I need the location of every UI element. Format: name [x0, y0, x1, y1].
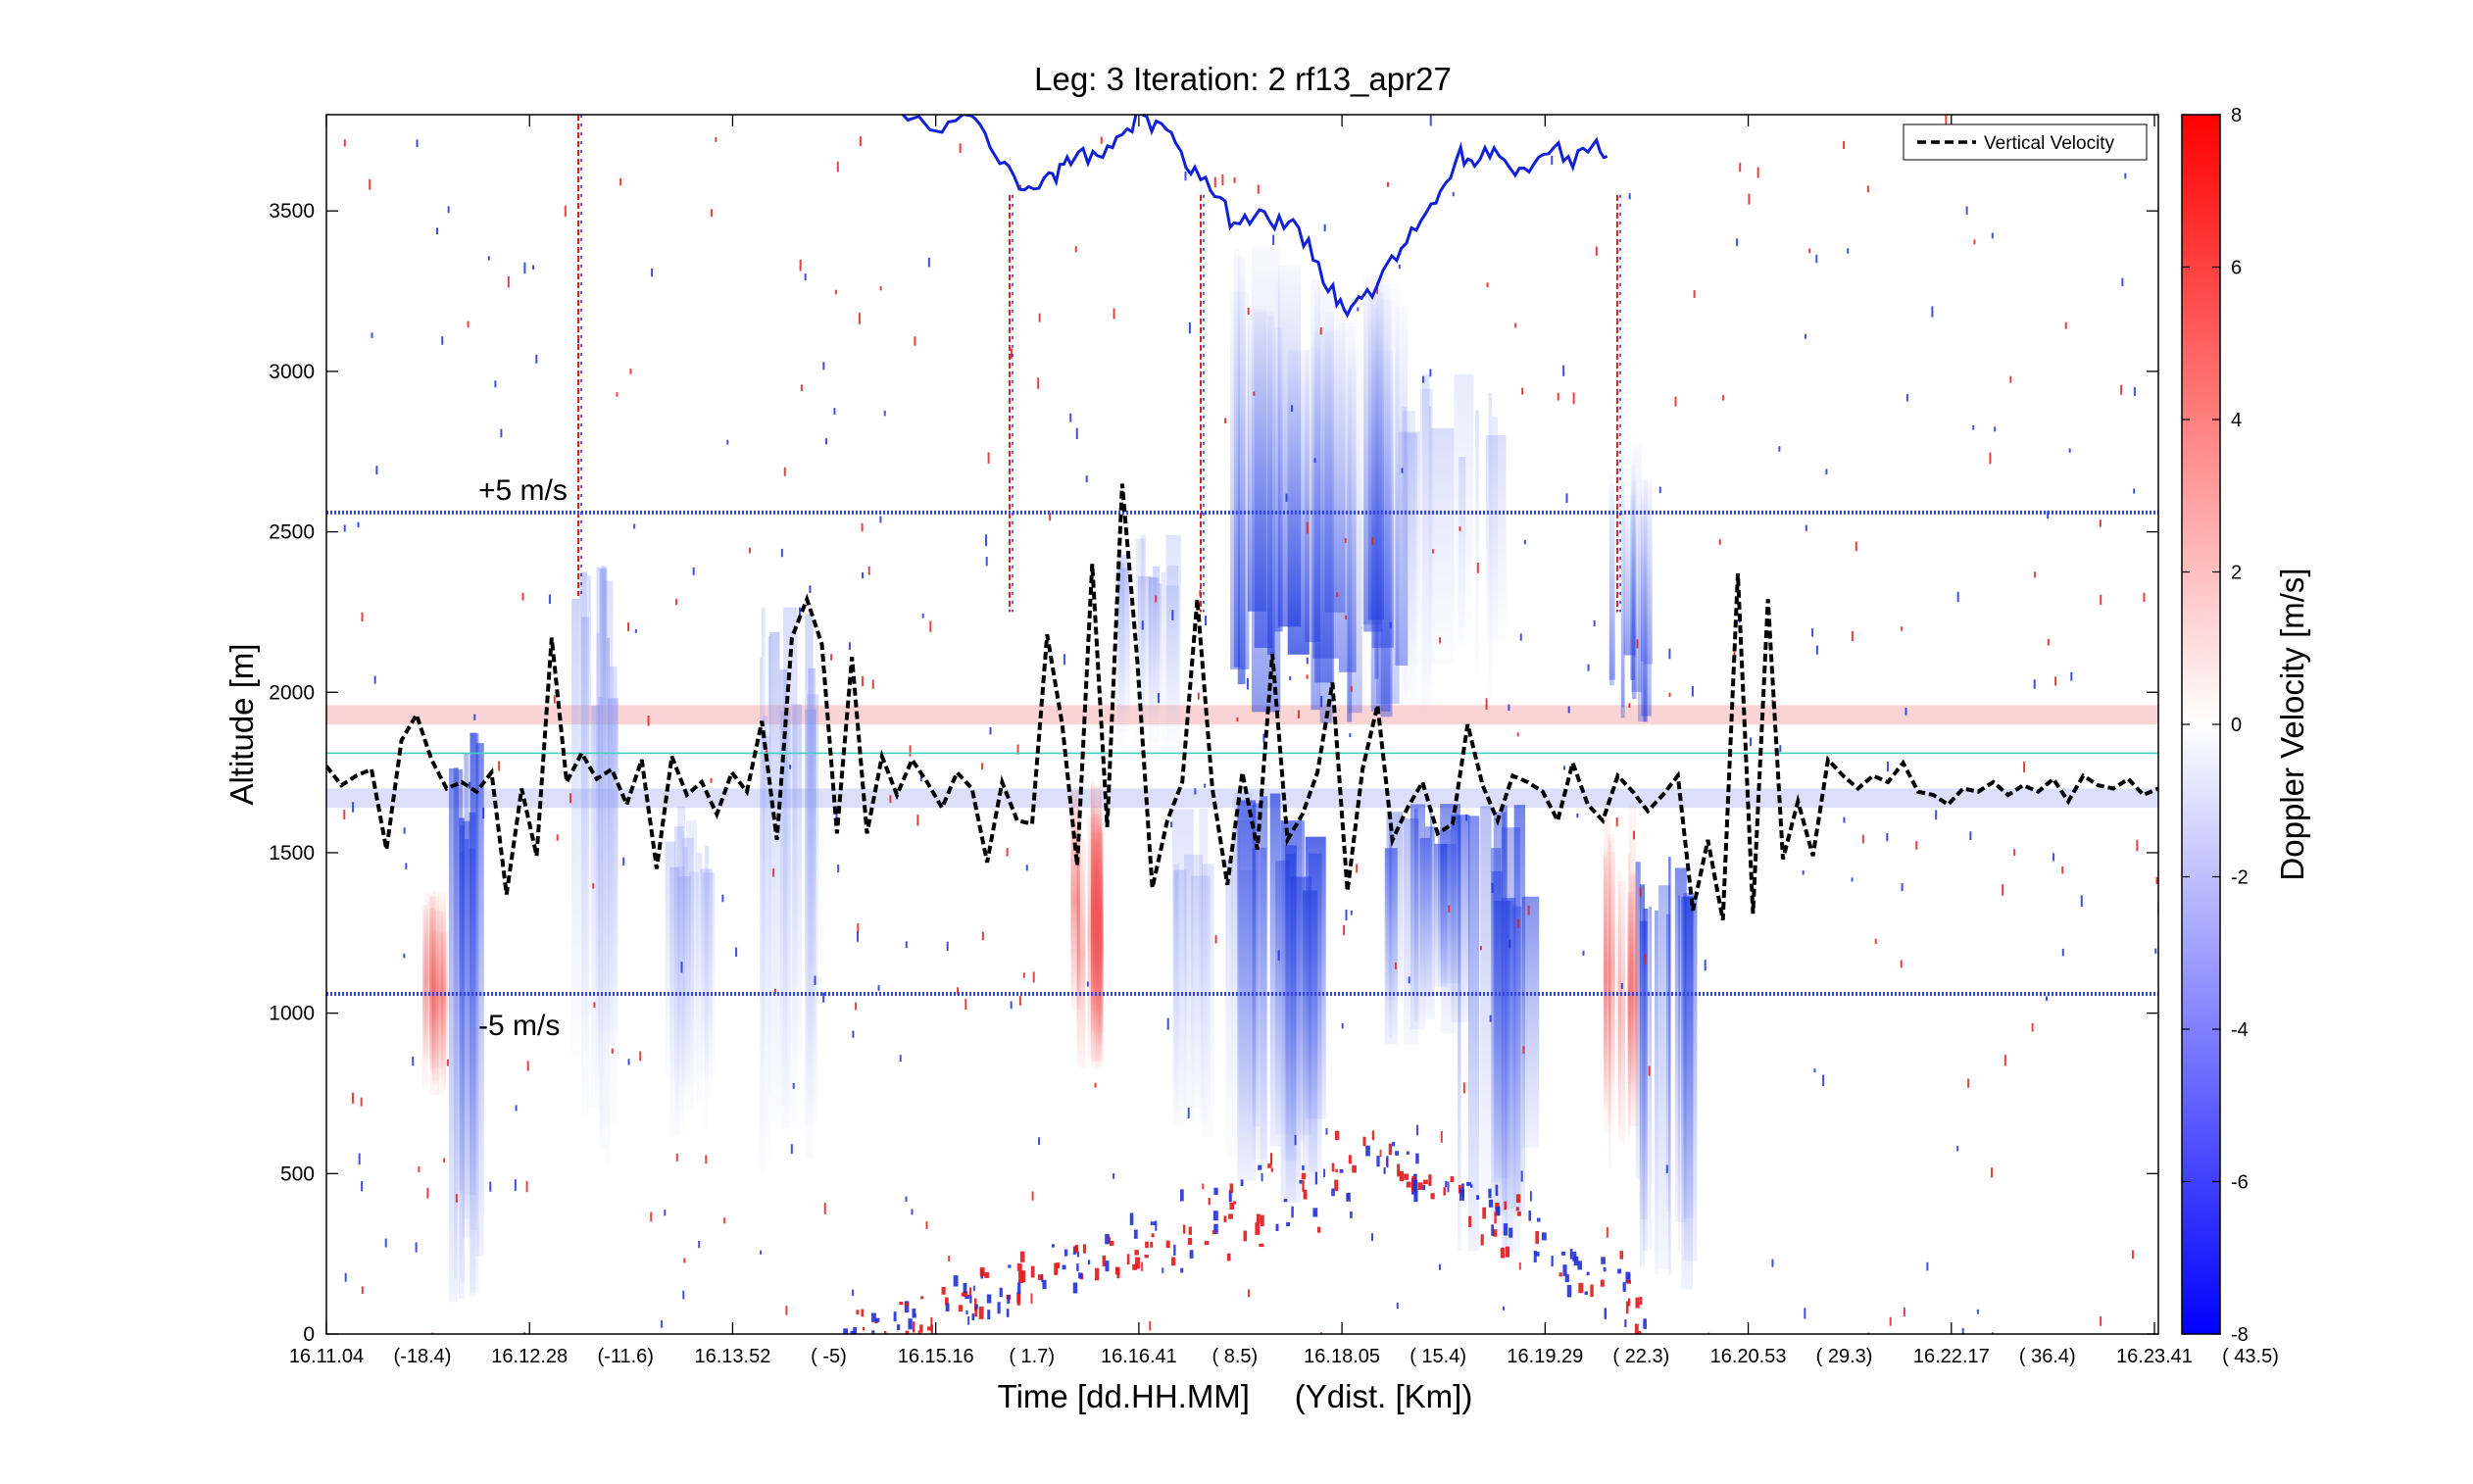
cb-tick-label-8: 8 [2231, 105, 2242, 126]
x-tick-label-6: 16.19.29 [1507, 1346, 1583, 1367]
x-tick-ydist-6: ( 22.3) [1612, 1346, 1669, 1367]
y-tick-label-4: 2000 [269, 681, 315, 704]
x-axis-label: Time [dd.HH.MM] (Ydist. [Km]) [998, 1378, 1473, 1414]
vertical-velocity-line [326, 483, 2158, 921]
y-tick-label-1: 500 [280, 1162, 315, 1185]
x-tick-ydist-4: ( 8.5) [1212, 1346, 1259, 1367]
y-tick-label-2: 1000 [269, 1003, 315, 1025]
doppler-velocity-field [326, 115, 2158, 1334]
x-tick-label-2: 16.13.52 [695, 1346, 771, 1367]
x-tick-label-1: 16.12.28 [491, 1346, 568, 1367]
reference-lines [326, 510, 2158, 996]
x-tick-label-4: 16.16.41 [1101, 1346, 1177, 1367]
axes-frame [325, 114, 2159, 1335]
colorbar-label: Doppler Velocity [m/s] [2274, 568, 2310, 880]
x-tick-label-9: 16.23.41 [2116, 1346, 2193, 1367]
echo-top-trace [901, 115, 1608, 319]
legend: Vertical Velocity [1903, 124, 2148, 161]
cb-tick-label-1: -6 [2231, 1172, 2249, 1194]
x-tick-ydist-8: ( 36.4) [2019, 1346, 2076, 1367]
y-tick-label-5: 2500 [269, 521, 315, 544]
legend-label: Vertical Velocity [1984, 133, 2115, 154]
vertical-velocity-series [326, 483, 2158, 921]
annotation-plus5: +5 m/s [478, 474, 568, 507]
cb-tick-label-4: 0 [2231, 715, 2242, 736]
cb-tick-label-3: -2 [2231, 867, 2249, 889]
chart-title: Leg: 3 Iteration: 2 rf13_apr27 [1034, 61, 1452, 97]
x-axis-ticks: 16.11.04 (-18.4) 16.12.28 (-11.6) 16.13.52 ( … [289, 115, 2279, 1367]
x-tick-label-8: 16.22.17 [1913, 1346, 1990, 1367]
cb-tick-label-6: 4 [2231, 410, 2242, 431]
x-tick-label-3: 16.15.16 [898, 1346, 974, 1367]
y-tick-label-0: 0 [303, 1323, 315, 1346]
x-tick-ydist-1: (-11.6) [598, 1346, 654, 1367]
y-axis-label: Altitude [m] [223, 643, 260, 805]
x-tick-ydist-9: ( 43.5) [2222, 1346, 2279, 1367]
cb-tick-label-5: 2 [2231, 563, 2242, 584]
x-tick-ydist-3: ( 1.7) [1009, 1346, 1055, 1367]
x-tick-label-0: 16.11.04 [289, 1346, 364, 1367]
y-tick-label-6: 3000 [269, 361, 315, 383]
x-tick-label-7: 16.20.53 [1710, 1346, 1787, 1367]
x-tick-label-5: 16.18.05 [1304, 1346, 1380, 1367]
x-tick-ydist-5: ( 15.4) [1410, 1346, 1466, 1367]
x-tick-ydist-2: ( -5) [811, 1346, 847, 1367]
y-tick-label-3: 1500 [269, 842, 315, 865]
cb-tick-label-7: 6 [2231, 258, 2242, 279]
annotation-minus5: -5 m/s [478, 1010, 560, 1042]
y-axis-ticks: 0 500 1000 1500 2000 2500 3000 3500 [269, 200, 2158, 1346]
cb-tick-label-0: -8 [2231, 1324, 2249, 1346]
x-tick-ydist-7: ( 29.3) [1816, 1346, 1873, 1367]
colorbar-ticks: -8 -6 -4 -2 0 2 4 6 8 [2182, 105, 2249, 1346]
cb-tick-label-2: -4 [2231, 1019, 2249, 1041]
echo-top-line [901, 115, 1608, 319]
x-tick-ydist-0: (-18.4) [394, 1346, 452, 1367]
y-tick-label-7: 3500 [269, 200, 315, 223]
colorbar: -8 -6 -4 -2 0 2 4 6 8 Doppler Velocity [m/s] [2181, 105, 2310, 1346]
